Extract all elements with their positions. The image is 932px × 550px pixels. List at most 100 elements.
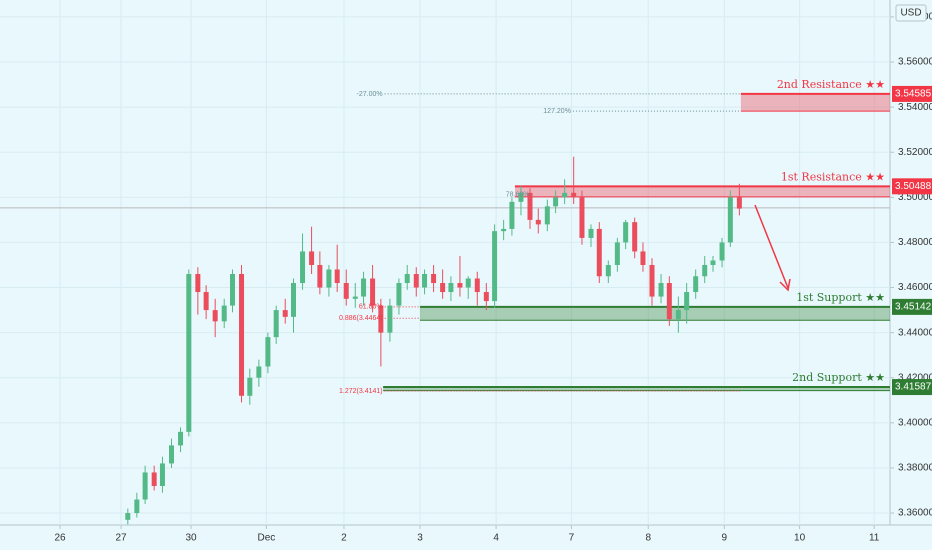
- fib-label: 127.20%: [543, 108, 571, 115]
- y-tick-label: 3.52000: [898, 147, 932, 158]
- y-tick-label: 3.40000: [898, 417, 932, 428]
- candle-body: [457, 283, 463, 288]
- candle-body: [361, 278, 367, 297]
- y-tick-label: 3.50000: [898, 192, 932, 203]
- candle-body: [693, 276, 699, 293]
- labels: 3.36000 3.38000 3.40000 3.42000 3.44000 3.460…: [54, 4, 932, 544]
- candle-body: [492, 231, 498, 302]
- candle-body: [125, 513, 131, 520]
- candle-body: [404, 274, 410, 284]
- level-name: 1st Support ★★: [796, 291, 885, 304]
- level-zone: [383, 387, 890, 391]
- zones: [383, 92, 890, 392]
- fib-label: 61.80%: [359, 304, 383, 311]
- level-zone: [740, 93, 890, 112]
- candle-body: [309, 251, 315, 265]
- candle-body: [675, 310, 681, 320]
- candle-body: [134, 499, 140, 514]
- candle-body: [142, 472, 148, 500]
- y-tick-label: 3.56000: [898, 57, 932, 68]
- y-tick-label: 3.36000: [898, 508, 932, 519]
- price-label-box: [892, 178, 932, 195]
- candle-body: [387, 305, 393, 333]
- candle-body: [727, 197, 733, 243]
- candle-body: [623, 222, 629, 243]
- price-label-box: [892, 85, 932, 102]
- x-tick-label: Dec: [257, 533, 275, 544]
- level-name: 2nd Resistance ★★: [777, 78, 885, 91]
- candle-body: [736, 197, 742, 209]
- candle-body: [239, 274, 245, 396]
- candle-body: [571, 192, 577, 198]
- candle-body: [544, 206, 550, 225]
- candle-body: [658, 283, 664, 297]
- x-tick-label: 7: [569, 533, 575, 544]
- candle-body: [553, 197, 559, 207]
- fib-label: 78.60%: [506, 191, 530, 198]
- candle-body: [605, 264, 611, 277]
- y-tick-label: 3.38000: [898, 463, 932, 474]
- candle-body: [247, 377, 253, 396]
- price-label-box: [892, 298, 932, 315]
- candle-body: [588, 228, 594, 238]
- x-tick-label: 2: [341, 533, 347, 544]
- candle-body: [178, 431, 184, 446]
- candle-body: [440, 283, 446, 293]
- candle-body: [229, 274, 235, 306]
- candle-body: [159, 463, 165, 486]
- candles: [125, 156, 742, 525]
- candle-body: [448, 283, 454, 293]
- y-tick-label: 3.42000: [898, 372, 932, 383]
- candle-body: [596, 228, 602, 277]
- candle-body: [562, 192, 568, 198]
- candle-body: [579, 197, 585, 238]
- y-tick-label: 3.54000: [898, 102, 932, 113]
- candle-body: [501, 228, 507, 232]
- candle-body: [527, 192, 533, 220]
- forecast-arrow: [754, 204, 789, 289]
- candle-body: [291, 283, 297, 317]
- candle-body: [212, 310, 218, 322]
- candle-body: [195, 274, 201, 293]
- y-tick-label: 3.46000: [898, 282, 932, 293]
- candle-body: [352, 296, 358, 299]
- currency-box: [895, 4, 927, 22]
- candle-body: [649, 264, 655, 297]
- level-zone: [420, 306, 890, 321]
- level-name: 2nd Support ★★: [792, 371, 885, 384]
- candle-body: [710, 260, 716, 265]
- level-zone: [514, 186, 890, 197]
- price-label: 3.54585: [895, 89, 932, 100]
- candle-body: [422, 274, 428, 288]
- candle-body: [168, 445, 174, 464]
- candle-body: [684, 292, 690, 311]
- candle-body: [378, 305, 384, 333]
- candle-body: [151, 472, 157, 486]
- price-label: 3.41587: [895, 382, 932, 393]
- candle-body: [300, 251, 306, 284]
- x-tick-label: 30: [186, 533, 198, 544]
- price-label: 3.45142: [895, 302, 932, 313]
- candle-body: [474, 278, 480, 293]
- candle-body: [370, 278, 376, 306]
- grid: [0, 0, 894, 529]
- candle-body: [186, 274, 192, 432]
- candle-body: [282, 310, 288, 317]
- candle-body: [256, 366, 262, 378]
- candle-body: [334, 269, 340, 284]
- candle-body: [719, 242, 725, 261]
- currency: USD: [900, 8, 921, 19]
- candle-body: [343, 283, 349, 299]
- candle-body: [702, 264, 708, 277]
- candle-body: [265, 337, 271, 367]
- x-tick-label: 26: [54, 533, 66, 544]
- x-tick-label: 3: [417, 533, 423, 544]
- candle-body: [465, 278, 471, 288]
- price-label-box: [892, 379, 932, 396]
- x-tick-label: 4: [493, 533, 499, 544]
- candle-body: [326, 269, 332, 288]
- candle-body: [396, 283, 402, 306]
- level-name: 1st Resistance ★★: [781, 170, 885, 183]
